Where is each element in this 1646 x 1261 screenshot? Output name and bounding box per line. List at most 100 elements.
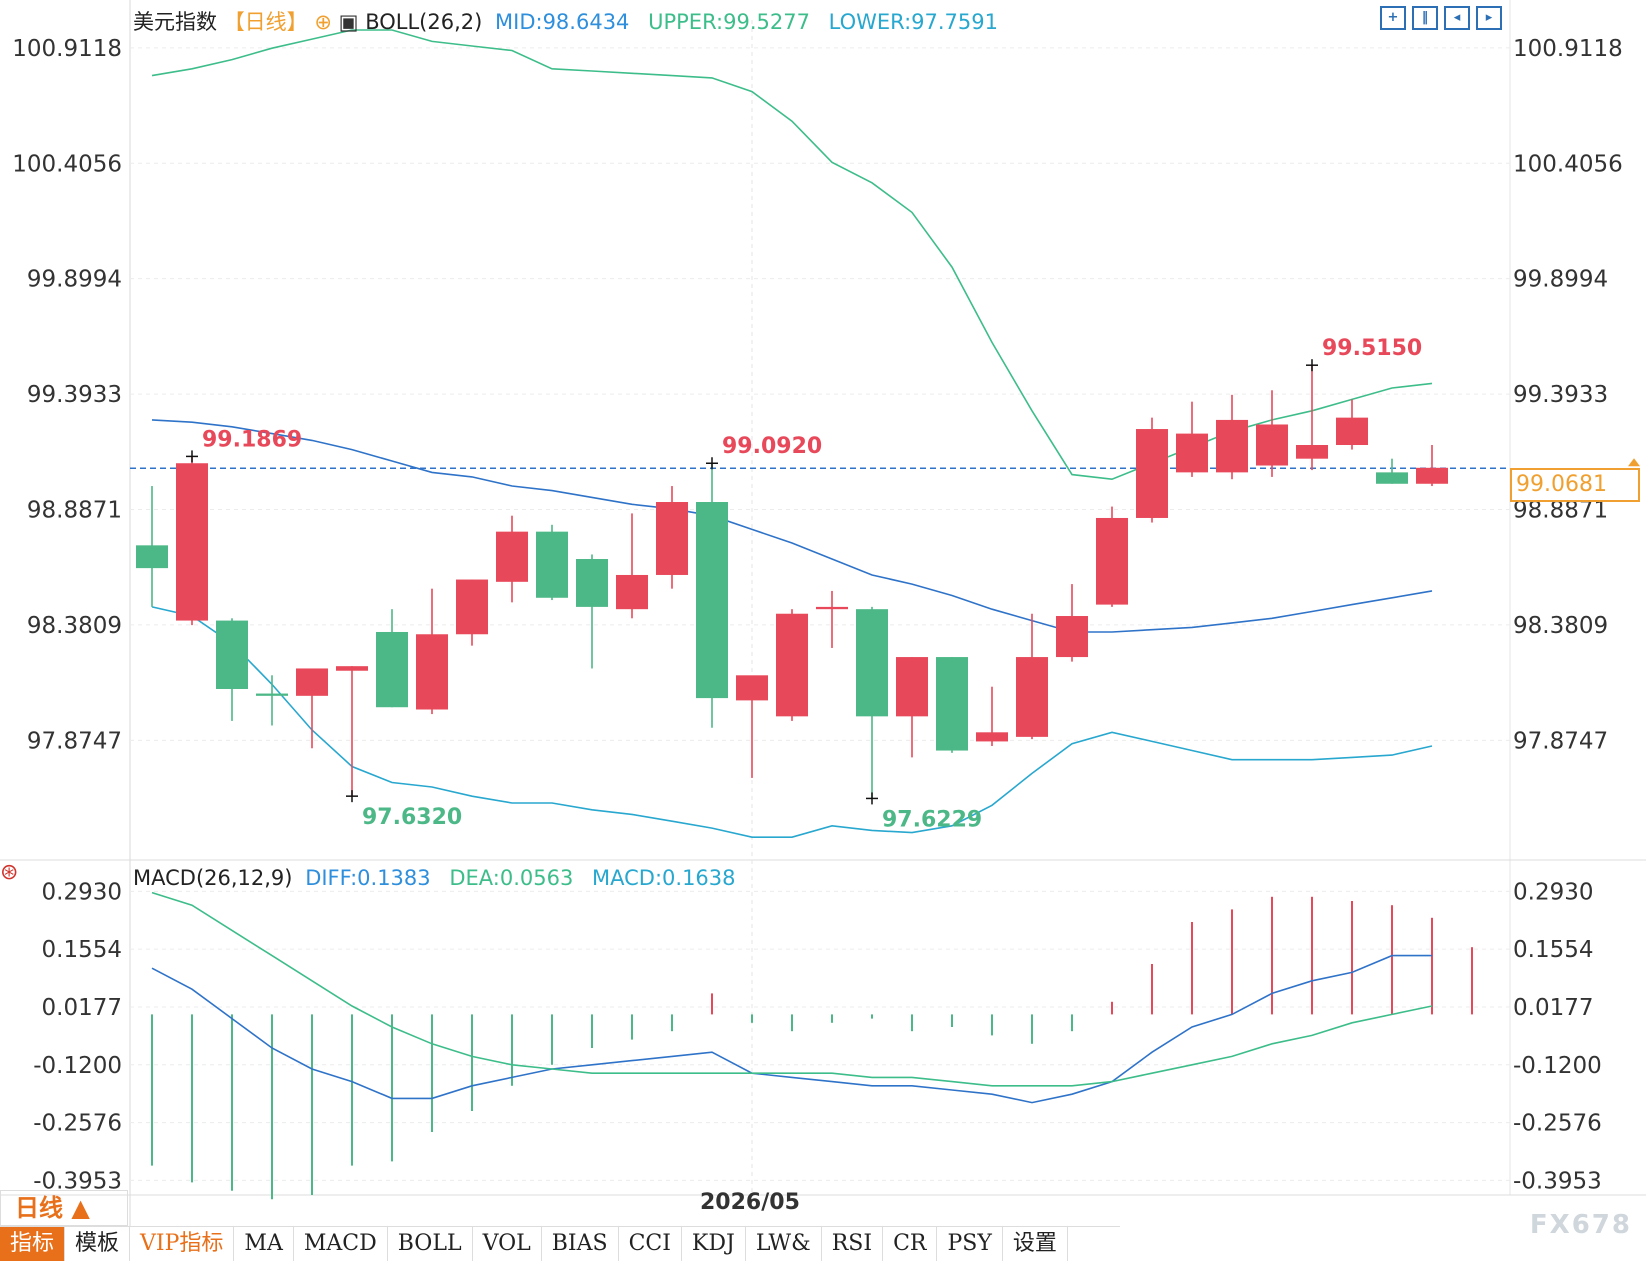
- tab-3[interactable]: MA: [234, 1227, 294, 1261]
- candle-body-14: [696, 502, 728, 699]
- macd-dea-line: [151, 891, 1433, 1087]
- zoom-out-icon[interactable]: ◂: [1444, 6, 1470, 30]
- boll-mid-value: MID:98.6434: [495, 10, 630, 34]
- tab-14[interactable]: 设置: [1003, 1227, 1068, 1261]
- main-ytick-right-3: 99.3933: [1513, 382, 1608, 408]
- macd-ytick-right-0: 0.2930: [1513, 879, 1593, 905]
- indicator-tabs: 指标 模板 VIP指标 MA MACD BOLL VOL BIAS CCI KDJ LW& RSI CR…: [0, 1226, 1120, 1261]
- candle-body-13: [656, 502, 688, 575]
- main-ytick-left-6: 97.8747: [27, 728, 122, 754]
- main-ytick-right-2: 99.8994: [1513, 267, 1608, 293]
- candle-body-2: [216, 620, 248, 689]
- candle-body-19: [896, 657, 928, 717]
- candle-body-29: [1296, 445, 1328, 459]
- tab-13[interactable]: PSY: [937, 1227, 1003, 1261]
- macd-ytick-left-0: 0.2930: [42, 879, 122, 905]
- candle-body-1: [176, 463, 208, 621]
- macd-ytick-left-2: 0.0177: [42, 995, 122, 1021]
- main-ytick-left-1: 100.4056: [12, 151, 122, 177]
- candle-body-24: [1096, 517, 1128, 605]
- macd-ytick-left-1: 0.1554: [42, 937, 122, 963]
- candle-body-32: [1416, 467, 1448, 484]
- macd-settings-icon[interactable]: ⊛: [0, 860, 19, 885]
- candle-body-0: [136, 545, 168, 569]
- tab-4[interactable]: MACD: [294, 1227, 388, 1261]
- main-chart-header: 美元指数 【日线】 ⊕ ▣ BOLL(26,2) MID:98.6434 UPP…: [133, 6, 998, 36]
- candle-body-6: [376, 631, 408, 708]
- tab-6[interactable]: VOL: [473, 1227, 542, 1261]
- macd-ytick-left-4: -0.2576: [33, 1111, 122, 1137]
- main-ytick-left-2: 99.8994: [27, 267, 122, 293]
- main-ytick-left-5: 98.3809: [27, 613, 122, 639]
- tab-1[interactable]: 模板: [65, 1227, 131, 1261]
- boll-upper-value: UPPER:99.5277: [648, 10, 810, 34]
- period-button[interactable]: 日线 ▲: [0, 1190, 128, 1226]
- candle-body-17: [816, 606, 848, 610]
- macd-ytick-right-1: 0.1554: [1513, 937, 1593, 963]
- candle-body-5: [336, 666, 368, 671]
- candle-body-28: [1256, 424, 1288, 466]
- candle-body-4: [296, 668, 328, 696]
- tab-8[interactable]: CCI: [619, 1227, 682, 1261]
- tab-7[interactable]: BIAS: [542, 1227, 619, 1261]
- candle-body-23: [1056, 616, 1088, 658]
- candle-body-7: [416, 634, 448, 710]
- tab-12[interactable]: CR: [883, 1227, 938, 1261]
- main-ytick-right-6: 97.8747: [1513, 728, 1608, 754]
- candle-body-25: [1136, 429, 1168, 518]
- annotation-label-1: 97.6320: [362, 805, 462, 830]
- candle-body-8: [456, 579, 488, 635]
- boll-label: BOLL(26,2): [365, 10, 483, 34]
- main-ytick-right-0: 100.9118: [1513, 36, 1623, 62]
- macd-ytick-right-4: -0.2576: [1513, 1111, 1602, 1137]
- tab-2[interactable]: VIP指标: [130, 1227, 235, 1261]
- candle-body-12: [616, 574, 648, 610]
- macd-ytick-left-3: -0.1200: [33, 1053, 122, 1079]
- tab-10[interactable]: LW&: [746, 1227, 822, 1261]
- macd-ytick-right-3: -0.1200: [1513, 1053, 1602, 1079]
- period-label: 【日线】: [223, 10, 308, 34]
- candle-body-15: [736, 675, 768, 701]
- current-price-marker: [1628, 458, 1640, 467]
- macd-hist-value: MACD:0.1638: [592, 866, 736, 890]
- current-price-tag: 99.0681: [1510, 468, 1640, 502]
- main-ytick-right-5: 98.3809: [1513, 613, 1608, 639]
- annotation-label-4: 99.5150: [1322, 336, 1422, 361]
- watermark: FX678: [1529, 1210, 1632, 1240]
- boll-lower-line: [151, 606, 1433, 839]
- candle-body-11: [576, 559, 608, 607]
- macd-header: MACD(26,12,9) DIFF:0.1383 DEA:0.0563 MAC…: [133, 866, 736, 890]
- candle-body-30: [1336, 417, 1368, 445]
- main-ytick-left-3: 99.3933: [27, 382, 122, 408]
- candle-body-10: [536, 531, 568, 598]
- indicator-chart-icon[interactable]: ▣: [338, 10, 359, 34]
- macd-label: MACD(26,12,9): [133, 866, 293, 890]
- annotation-label-2: 99.0920: [722, 434, 822, 459]
- zoom-in-icon[interactable]: ▸: [1476, 6, 1502, 30]
- macd-dea-value: DEA:0.0563: [449, 866, 574, 890]
- tab-11[interactable]: RSI: [822, 1227, 884, 1261]
- candle-body-3: [256, 693, 288, 696]
- macd-diff-value: DIFF:0.1383: [305, 866, 431, 890]
- chart-toolbar: + ‖ ◂ ▸: [1380, 6, 1502, 30]
- candle-body-21: [976, 732, 1008, 742]
- candle-body-9: [496, 531, 528, 582]
- candle-body-26: [1176, 433, 1208, 473]
- macd-ytick-right-5: -0.3953: [1513, 1168, 1602, 1194]
- add-compare-icon[interactable]: ⊕: [314, 10, 332, 34]
- main-ytick-left-0: 100.9118: [12, 36, 122, 62]
- crosshair-icon[interactable]: +: [1380, 6, 1406, 30]
- tab-5[interactable]: BOLL: [388, 1227, 473, 1261]
- tab-9[interactable]: KDJ: [682, 1227, 746, 1261]
- boll-mid-line: [151, 419, 1433, 633]
- candle-body-27: [1216, 419, 1248, 473]
- candle-body-31: [1376, 472, 1408, 484]
- x-axis-date-label: 2026/05: [700, 1190, 800, 1215]
- candle-style-icon[interactable]: ‖: [1412, 6, 1438, 30]
- tab-0[interactable]: 指标: [0, 1227, 66, 1261]
- candle-body-18: [856, 609, 888, 717]
- annotation-label-0: 99.1869: [202, 427, 302, 452]
- macd-diff-line: [151, 954, 1432, 1104]
- boll-lower-value: LOWER:97.7591: [828, 10, 998, 34]
